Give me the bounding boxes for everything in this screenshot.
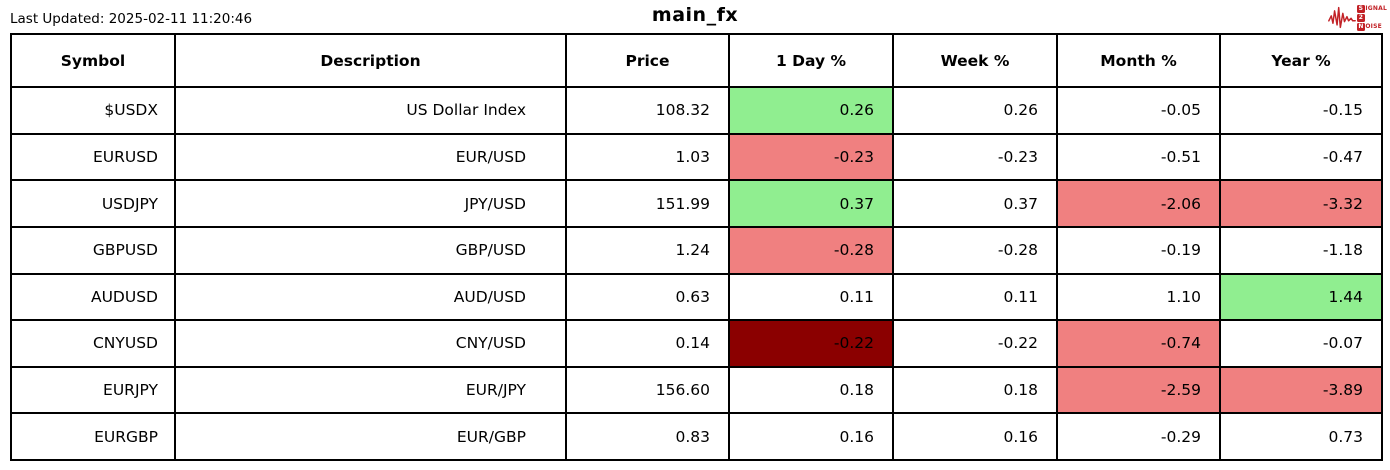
cell-year-pct: 0.73 xyxy=(1219,412,1383,461)
header-row: Symbol Description Price 1 Day % Week % … xyxy=(10,33,1383,88)
fx-table: Symbol Description Price 1 Day % Week % … xyxy=(10,33,1383,461)
cell-week-pct: 0.26 xyxy=(892,86,1058,135)
cell-month-pct: -0.29 xyxy=(1056,412,1221,461)
cell-symbol: EURGBP xyxy=(10,412,176,461)
table-row: GBPUSD GBP/USD 1.24 -0.28 -0.28 -0.19 -1… xyxy=(10,225,1383,275)
cell-price: 151.99 xyxy=(565,179,730,228)
cell-symbol: AUDUSD xyxy=(10,272,176,322)
cell-symbol: EURUSD xyxy=(10,132,176,182)
cell-year-pct: -0.47 xyxy=(1219,132,1383,182)
cell-description: GBP/USD xyxy=(174,225,567,275)
cell-price: 1.03 xyxy=(565,132,730,182)
cell-month-pct: -2.06 xyxy=(1056,179,1221,228)
cell-symbol: CNYUSD xyxy=(10,319,176,368)
cell-price: 0.14 xyxy=(565,319,730,368)
col-header-day-pct: 1 Day % xyxy=(728,33,894,88)
table-row: AUDUSD AUD/USD 0.63 0.11 0.11 1.10 1.44 xyxy=(10,272,1383,322)
col-header-month-pct: Month % xyxy=(1056,33,1221,88)
cell-day-pct: 0.18 xyxy=(728,365,894,415)
cell-week-pct: 0.37 xyxy=(892,179,1058,228)
cell-price: 0.83 xyxy=(565,412,730,461)
table-row: CNYUSD CNY/USD 0.14 -0.22 -0.22 -0.74 -0… xyxy=(10,319,1383,368)
cell-price: 1.24 xyxy=(565,225,730,275)
logo-letter-2-icon: 2 xyxy=(1356,13,1365,22)
cell-month-pct: -0.19 xyxy=(1056,225,1221,275)
cell-year-pct: -0.15 xyxy=(1219,86,1383,135)
logo-text-ignal: IGNAL xyxy=(1365,4,1387,12)
cell-description: CNY/USD xyxy=(174,319,567,368)
cell-year-pct: -1.18 xyxy=(1219,225,1383,275)
page-title: main_fx xyxy=(651,4,739,26)
cell-description: US Dollar Index xyxy=(174,86,567,135)
cell-description: EUR/GBP xyxy=(174,412,567,461)
col-header-symbol: Symbol xyxy=(10,33,176,88)
cell-week-pct: 0.16 xyxy=(892,412,1058,461)
cell-week-pct: -0.28 xyxy=(892,225,1058,275)
cell-price: 108.32 xyxy=(565,86,730,135)
logo-line-signal: S IGNAL xyxy=(1356,4,1387,13)
cell-symbol: USDJPY xyxy=(10,179,176,228)
table-row: $USDX US Dollar Index 108.32 0.26 0.26 -… xyxy=(10,86,1383,135)
cell-year-pct: -3.89 xyxy=(1219,365,1383,415)
table-row: USDJPY JPY/USD 151.99 0.37 0.37 -2.06 -3… xyxy=(10,179,1383,228)
col-header-description: Description xyxy=(174,33,567,88)
cell-week-pct: 0.18 xyxy=(892,365,1058,415)
cell-symbol: EURJPY xyxy=(10,365,176,415)
cell-day-pct: 0.16 xyxy=(728,412,894,461)
cell-day-pct: -0.23 xyxy=(728,132,894,182)
logo-text-oise: OISE xyxy=(1365,22,1382,30)
cell-month-pct: -0.05 xyxy=(1056,86,1221,135)
cell-year-pct: 1.44 xyxy=(1219,272,1383,322)
logo-letter-s: S xyxy=(1358,4,1363,12)
last-updated-label: Last Updated: 2025-02-11 11:20:46 xyxy=(10,11,253,27)
logo-letter-2: 2 xyxy=(1358,13,1363,21)
cell-description: EUR/USD xyxy=(174,132,567,182)
table-row: EURUSD EUR/USD 1.03 -0.23 -0.23 -0.51 -0… xyxy=(10,132,1383,182)
cell-description: AUD/USD xyxy=(174,272,567,322)
cell-day-pct: 0.26 xyxy=(728,86,894,135)
col-header-price: Price xyxy=(565,33,730,88)
cell-price: 156.60 xyxy=(565,365,730,415)
logo-line-noise: N OISE xyxy=(1356,22,1387,31)
col-header-year-pct: Year % xyxy=(1219,33,1383,88)
cell-price: 0.63 xyxy=(565,272,730,322)
cell-symbol: $USDX xyxy=(10,86,176,135)
cell-description: EUR/JPY xyxy=(174,365,567,415)
table-row: EURJPY EUR/JPY 156.60 0.18 0.18 -2.59 -3… xyxy=(10,365,1383,415)
cell-month-pct: 1.10 xyxy=(1056,272,1221,322)
table-row: EURGBP EUR/GBP 0.83 0.16 0.16 -0.29 0.73 xyxy=(10,412,1383,461)
cell-month-pct: -0.51 xyxy=(1056,132,1221,182)
cell-year-pct: -0.07 xyxy=(1219,319,1383,368)
cell-symbol: GBPUSD xyxy=(10,225,176,275)
cell-month-pct: -2.59 xyxy=(1056,365,1221,415)
cell-day-pct: -0.22 xyxy=(728,319,894,368)
logo-text: S IGNAL 2 N OISE xyxy=(1356,4,1387,31)
col-header-week-pct: Week % xyxy=(892,33,1058,88)
logo-line-2: 2 xyxy=(1356,13,1387,22)
signal2noise-logo: S IGNAL 2 N OISE xyxy=(1327,2,1387,33)
cell-week-pct: 0.11 xyxy=(892,272,1058,322)
cell-day-pct: 0.11 xyxy=(728,272,894,322)
cell-month-pct: -0.74 xyxy=(1056,319,1221,368)
cell-week-pct: -0.22 xyxy=(892,319,1058,368)
logo-letter-n-icon: N xyxy=(1356,22,1365,31)
logo-letter-s-icon: S xyxy=(1356,4,1365,13)
cell-day-pct: 0.37 xyxy=(728,179,894,228)
cell-day-pct: -0.28 xyxy=(728,225,894,275)
cell-year-pct: -3.32 xyxy=(1219,179,1383,228)
waveform-icon xyxy=(1327,6,1356,29)
logo-letter-n: N xyxy=(1358,22,1364,30)
cell-description: JPY/USD xyxy=(174,179,567,228)
cell-week-pct: -0.23 xyxy=(892,132,1058,182)
